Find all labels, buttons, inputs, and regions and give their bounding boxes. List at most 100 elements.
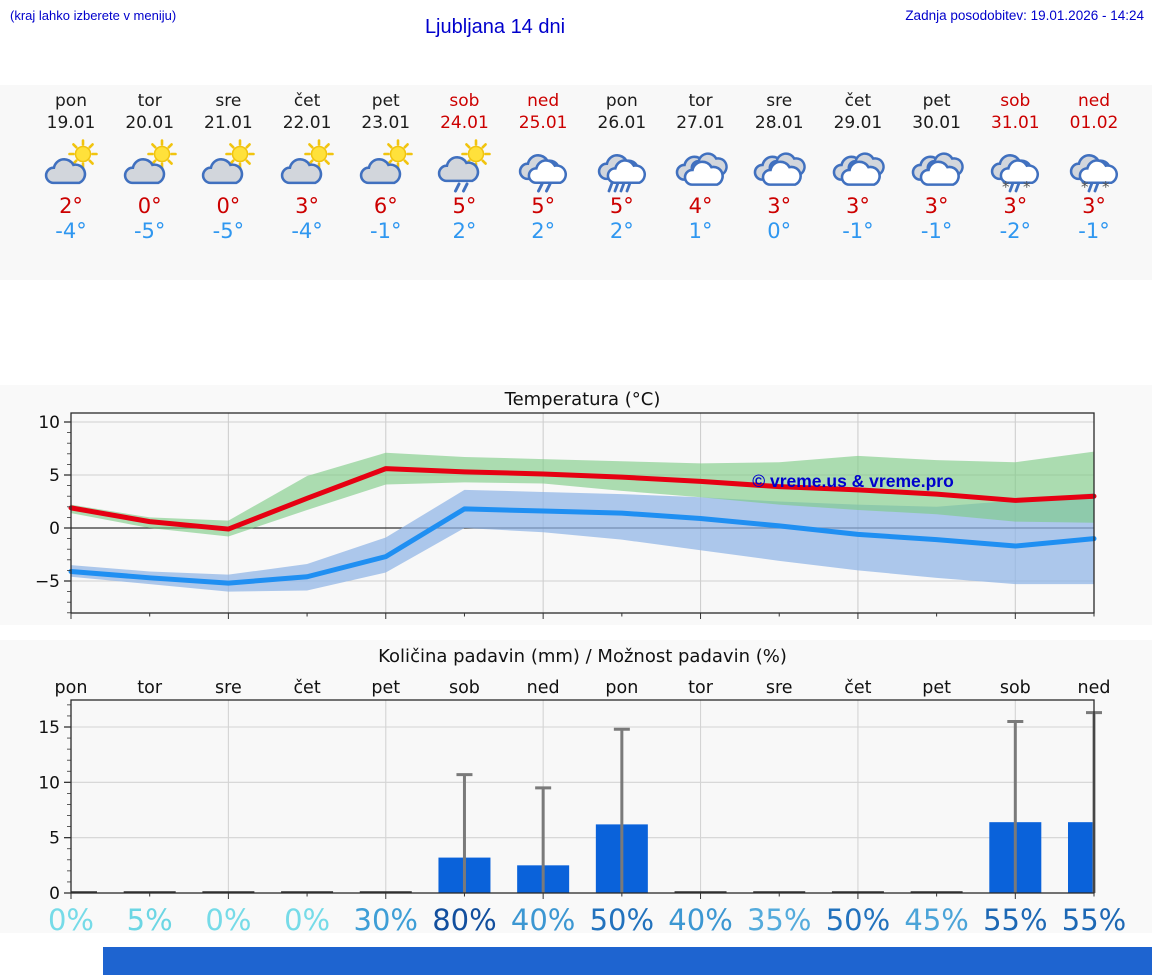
precip-day-label: pon — [605, 678, 638, 698]
day-name: pet — [371, 91, 400, 111]
precip-day-label: ned — [527, 678, 560, 698]
low-temp: 2° — [609, 219, 634, 243]
precip-day-label: sre — [215, 678, 242, 698]
page-title: Ljubljana 14 dni — [424, 16, 566, 38]
cloud-sleet-icon — [987, 139, 1043, 193]
day-date: 27.01 — [676, 113, 725, 133]
day-column: pon 19.01 2° -4° — [30, 90, 112, 244]
min-temp-line — [68, 506, 1097, 586]
day-date: 21.01 — [204, 113, 253, 133]
day-date: 28.01 — [754, 113, 804, 133]
day-date: 23.01 — [361, 113, 411, 133]
precip-zero-bar — [674, 891, 727, 893]
max-temp-band — [71, 451, 1094, 537]
high-temp: 3° — [295, 194, 319, 218]
day-date: 30.01 — [912, 113, 961, 133]
day-column: tor 27.01 4° 1° — [660, 90, 742, 244]
precip-day-label: pon — [55, 678, 88, 698]
precip-y-tick-label: 10 — [38, 773, 60, 793]
day-name: ned — [527, 91, 560, 111]
high-temp: 4° — [688, 194, 713, 218]
pop-label: 55% — [983, 903, 1047, 937]
precip-zero-bar — [910, 891, 963, 893]
pop-label: 80% — [432, 903, 496, 937]
day-date: 24.01 — [440, 113, 489, 133]
day-column: sre 21.01 0° -5° — [187, 90, 269, 244]
precip-day-label: sob — [449, 678, 480, 698]
day-date: 29.01 — [833, 113, 883, 133]
day-date: 26.01 — [597, 113, 647, 133]
min-temp-band — [71, 489, 1094, 592]
sun-cloud-icon — [279, 139, 335, 193]
high-temp: 0° — [137, 194, 162, 218]
precip-y-tick-label: 0 — [49, 884, 60, 904]
day-name: pon — [55, 91, 87, 111]
precip-bar — [1068, 822, 1094, 893]
precip-zero-bar — [359, 891, 412, 893]
precipitation-chart-title: Količina padavin (mm) / Možnost padavin … — [378, 646, 787, 667]
temp-y-tick-label: 10 — [38, 413, 60, 433]
pop-label: 40% — [668, 903, 732, 937]
day-name: pon — [605, 91, 638, 111]
precip-day-label: ned — [1078, 678, 1111, 698]
high-temp: 3° — [845, 194, 870, 218]
pop-label: 0% — [205, 903, 251, 937]
forecast-strip: pon 19.01 2° -4° tor 20.01 0° -5° sre 21.01 0° -5° č… — [0, 85, 1152, 280]
precip-zero-bar — [831, 891, 884, 893]
day-column: čet 22.01 3° -4° — [266, 90, 348, 244]
low-temp: -1° — [842, 219, 874, 243]
low-temp: -1° — [1078, 219, 1110, 243]
cloud-sleet-icon — [1066, 139, 1122, 193]
last-update-text: Zadnja posodobitev: 19.01.2026 - 14:24 — [905, 8, 1144, 23]
day-column: sob 31.01 3° -2° — [974, 90, 1056, 244]
day-name: sre — [215, 91, 242, 111]
low-temp: -2° — [999, 219, 1032, 243]
day-column: sre 28.01 3° 0° — [738, 90, 820, 244]
sun-cloud-icon — [358, 139, 414, 193]
low-temp: -5° — [212, 219, 245, 243]
precip-day-label: sob — [1000, 678, 1031, 698]
precip-y-tick-label: 5 — [49, 829, 60, 849]
cloudy-icon — [751, 139, 807, 193]
day-date: 20.01 — [125, 113, 175, 133]
bottom-scrollbar[interactable] — [103, 947, 1152, 975]
pop-label: 5% — [127, 903, 173, 937]
low-temp: 1° — [688, 219, 713, 243]
temp-y-tick-label: −5 — [35, 572, 60, 592]
day-date: 31.01 — [990, 113, 1040, 133]
pop-label: 50% — [590, 903, 654, 937]
cloudy-icon — [673, 139, 729, 193]
precip-zero-bar — [281, 891, 334, 893]
day-name: tor — [137, 91, 162, 111]
cloud-heavy-rain-icon — [594, 139, 650, 193]
temperature-chart-title: Temperatura (°C) — [504, 389, 661, 410]
watermark-link[interactable]: © vreme.us & vreme.pro — [752, 471, 954, 491]
low-temp: -1° — [920, 219, 953, 243]
max-temp-line — [68, 466, 1097, 532]
temp-y-tick-label: 5 — [49, 466, 60, 486]
low-temp: -4° — [291, 219, 323, 243]
day-column: pon 26.01 5° 2° — [581, 90, 663, 244]
day-name: ned — [1077, 91, 1111, 111]
cloudy-icon — [830, 139, 886, 193]
pop-label: 55% — [1062, 903, 1126, 937]
pop-label: 0% — [284, 903, 330, 937]
pop-label: 0% — [48, 903, 94, 937]
low-temp: -1° — [370, 219, 402, 243]
day-column: pet 30.01 3° -1° — [896, 90, 978, 244]
cloud-rain-icon — [515, 139, 571, 193]
day-name: čet — [844, 91, 872, 111]
day-column: ned 01.02 3° -1° — [1053, 90, 1135, 244]
high-temp: 3° — [1003, 194, 1028, 218]
low-temp: -5° — [133, 219, 166, 243]
precip-zero-bar — [71, 891, 97, 893]
precip-day-label: čet — [844, 678, 871, 698]
high-temp: 5° — [452, 194, 477, 218]
day-date: 19.01 — [46, 113, 96, 133]
precip-day-label: tor — [137, 678, 163, 698]
day-column: sob 24.01 5° 2° — [423, 90, 505, 244]
high-temp: 6° — [373, 194, 398, 218]
day-date: 22.01 — [282, 113, 332, 133]
pop-label: 35% — [747, 903, 811, 937]
low-temp: 0° — [767, 219, 792, 243]
